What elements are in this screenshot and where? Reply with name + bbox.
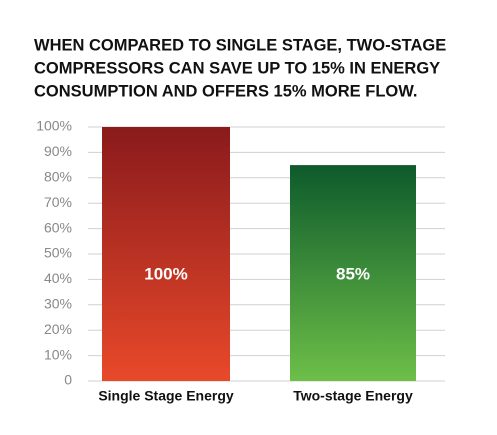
- y-tick-label: 20%: [44, 321, 72, 337]
- value-label: 100%: [144, 264, 187, 283]
- y-tick-label: 60%: [44, 219, 72, 235]
- chart-title: COMPRESSORS CAN SAVE UP TO 15% IN ENERGY: [34, 59, 440, 77]
- y-tick-label: 70%: [44, 194, 72, 210]
- y-tick-label: 90%: [44, 143, 72, 159]
- x-tick-label: Two-stage Energy: [293, 388, 413, 404]
- y-tick-label: 50%: [44, 245, 72, 261]
- y-tick-label: 30%: [44, 296, 72, 312]
- bar: [102, 127, 230, 381]
- y-tick-label: 100%: [36, 118, 72, 134]
- x-tick-label: Single Stage Energy: [98, 388, 234, 404]
- bar: [290, 165, 416, 381]
- chart-title: WHEN COMPARED TO SINGLE STAGE, TWO-STAGE: [34, 36, 446, 54]
- y-tick-label: 10%: [44, 346, 72, 362]
- y-tick-label: 80%: [44, 169, 72, 185]
- chart-title: CONSUMPTION AND OFFERS 15% MORE FLOW.: [34, 82, 418, 100]
- value-label: 85%: [336, 264, 370, 283]
- y-tick-label: 0: [64, 372, 72, 388]
- y-tick-label: 40%: [44, 270, 72, 286]
